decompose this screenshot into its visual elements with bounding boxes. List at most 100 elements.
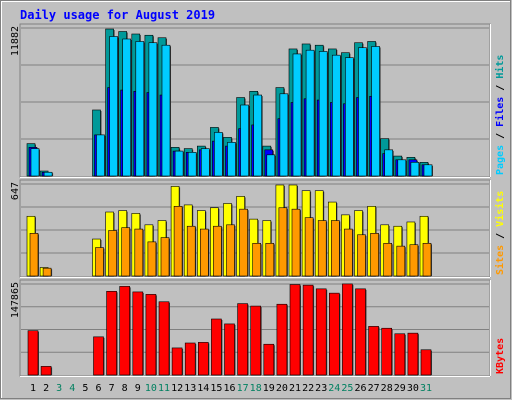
bar-sites-day-28	[383, 242, 393, 277]
bar-kbytes-day-11	[158, 301, 170, 376]
bar-pages-day-25	[345, 57, 354, 177]
legend-hits: Pages / Files / Hits	[494, 55, 506, 175]
bar-sites-day-31	[422, 242, 432, 277]
legend-kbytes: KBytes	[495, 338, 506, 374]
bar-sites-day-12	[173, 206, 183, 277]
bar-pages-day-11	[161, 44, 171, 177]
bar-kbytes-day-24	[328, 292, 340, 376]
x-tick-label-day-6: 6	[95, 383, 101, 394]
bar-pages-day-18	[253, 94, 262, 177]
bar-pages-day-24	[331, 54, 341, 177]
bar-kbytes-day-20	[276, 303, 288, 376]
y-max-label-hits: 11882	[10, 26, 21, 56]
x-axis-day-labels: 1 2 3 4 5 6 7 8 9 10 11 12 13 14 15 16 17 18 19 20 21 22 23 24 2…	[30, 383, 432, 394]
bar-pages-day-8	[122, 38, 131, 177]
x-tick-label-day-13: 13	[184, 383, 196, 394]
x-tick-label-day-17: 17	[237, 383, 249, 394]
bar-sites-day-1	[29, 233, 39, 277]
bar-sites-day-20	[278, 207, 288, 277]
bar-pages-day-15	[214, 132, 223, 177]
bar-kbytes-day-19	[263, 343, 275, 376]
bar-kbytes-day-17	[237, 303, 248, 376]
bar-kbytes-day-28	[381, 327, 393, 376]
bar-sites-day-7	[108, 230, 117, 277]
x-tick-label-day-12: 12	[171, 383, 183, 394]
bar-sites-day-10	[147, 241, 157, 277]
bar-sites-day-23	[317, 220, 327, 277]
panel-kbytes: 147865 KBytes	[10, 279, 506, 377]
bar-kbytes-day-14	[198, 342, 209, 376]
bar-sites-day-25	[344, 228, 353, 277]
x-tick-label-day-28: 28	[381, 383, 393, 394]
bar-kbytes-day-18	[250, 305, 261, 376]
bar-kbytes-day-9	[132, 291, 144, 376]
chart-title: Daily usage for August 2019	[20, 8, 215, 22]
bar-pages-day-12	[174, 150, 184, 177]
bar-sites-day-15	[213, 225, 222, 277]
x-tick-label-day-24: 24	[328, 383, 340, 394]
x-tick-label-day-22: 22	[302, 383, 314, 394]
x-tick-label-day-30: 30	[407, 383, 419, 394]
bar-pages-day-31	[423, 164, 433, 177]
x-tick-label-day-18: 18	[250, 383, 262, 394]
bar-kbytes-day-30	[407, 332, 419, 376]
x-tick-label-day-21: 21	[289, 383, 301, 394]
bar-sites-day-21	[291, 208, 301, 277]
x-tick-label-day-5: 5	[82, 383, 88, 394]
bar-sites-day-19	[265, 242, 275, 277]
bar-sites-day-30	[409, 244, 419, 277]
bar-kbytes-day-22	[302, 284, 314, 376]
legend-visits: Sites / Visits	[494, 191, 506, 275]
x-tick-label-day-11: 11	[158, 383, 170, 394]
bar-kbytes-day-16	[224, 323, 235, 376]
bar-sites-day-26	[357, 234, 366, 277]
x-tick-label-day-26: 26	[354, 383, 366, 394]
bar-sites-day-18	[252, 242, 261, 277]
bar-sites-day-9	[134, 228, 144, 277]
bar-pages-day-6	[96, 134, 105, 177]
x-tick-label-day-9: 9	[135, 383, 141, 394]
bar-kbytes-day-15	[211, 318, 222, 376]
bar-pages-day-13	[187, 152, 197, 177]
panel-visits: 647 Sites / Visits	[10, 179, 506, 278]
bar-kbytes-day-26	[355, 288, 366, 376]
bar-pages-day-26	[358, 47, 367, 177]
bar-kbytes-day-23	[315, 288, 327, 376]
bar-kbytes-day-8	[119, 286, 130, 376]
bar-pages-day-16	[227, 142, 236, 177]
bar-sites-day-16	[226, 224, 235, 277]
bar-pages-day-30	[410, 161, 420, 177]
bar-sites-day-14	[200, 228, 209, 277]
x-tick-label-day-29: 29	[394, 383, 406, 394]
bar-kbytes-day-1	[27, 330, 39, 376]
x-tick-label-day-1: 1	[30, 383, 36, 394]
y-max-label-visits: 647	[10, 182, 21, 200]
bar-pages-day-2	[43, 171, 53, 177]
bar-kbytes-day-10	[145, 294, 157, 376]
legend-part: Sites	[494, 245, 506, 275]
bar-pages-day-10	[148, 42, 158, 177]
bar-sites-day-22	[304, 217, 314, 277]
legend-part: /	[495, 79, 506, 97]
x-tick-label-day-31: 31	[420, 383, 432, 394]
x-tick-label-day-10: 10	[145, 383, 157, 394]
x-tick-label-day-16: 16	[223, 383, 235, 394]
bar-pages-day-1	[30, 148, 40, 177]
bar-pages-day-19	[266, 154, 276, 177]
bar-pages-day-29	[397, 159, 407, 177]
x-tick-label-day-25: 25	[341, 383, 353, 394]
chart-panels: 11882 Pages / Files / Hits 647 Sites / Visi…	[10, 23, 506, 377]
bar-kbytes-day-21	[289, 284, 301, 376]
x-tick-label-day-20: 20	[276, 383, 288, 394]
bar-kbytes-day-6	[93, 336, 104, 376]
bar-sites-day-24	[330, 220, 340, 277]
x-tick-label-day-14: 14	[197, 383, 209, 394]
x-tick-label-day-7: 7	[109, 383, 115, 394]
bar-pages-day-28	[384, 149, 394, 177]
bar-pages-day-23	[318, 51, 328, 177]
bar-pages-day-27	[371, 46, 380, 177]
bar-kbytes-day-7	[106, 291, 117, 376]
bar-kbytes-day-29	[394, 333, 406, 376]
